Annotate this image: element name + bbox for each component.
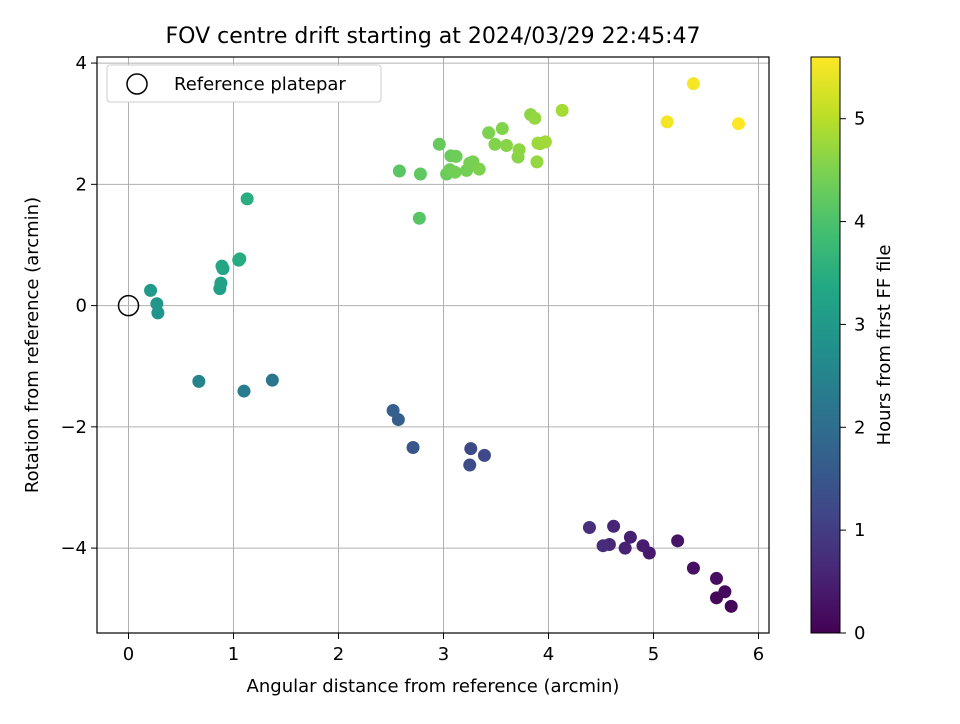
data-point <box>660 115 674 129</box>
data-point <box>449 149 463 163</box>
data-point <box>686 77 700 91</box>
x-tick-label: 4 <box>543 644 554 665</box>
data-point <box>214 276 228 290</box>
colorbar-gradient <box>810 56 841 634</box>
colorbar-label: Hours from first FF file <box>874 245 895 446</box>
x-tick-label: 2 <box>333 644 344 665</box>
plot-frame <box>96 56 770 634</box>
data-point <box>528 111 542 125</box>
grid-lines <box>97 57 769 633</box>
y-tick-label: −2 <box>60 417 87 438</box>
legend-reference-marker <box>126 73 148 95</box>
data-point <box>412 211 426 225</box>
data-point <box>464 442 478 456</box>
data-point <box>732 117 746 131</box>
data-point <box>406 440 420 454</box>
legend-label: Reference platepar <box>174 74 346 95</box>
data-point <box>432 137 446 151</box>
data-point <box>724 599 738 613</box>
data-point <box>530 155 544 169</box>
y-axis-label: Rotation from reference (arcmin) <box>22 197 43 493</box>
data-point <box>555 103 569 117</box>
data-point <box>607 519 621 533</box>
data-point <box>718 585 732 599</box>
colorbar: 0 1 2 3 4 5 Hours from first FF file <box>810 56 895 644</box>
data-point <box>582 521 596 535</box>
data-point <box>686 561 700 575</box>
colorbar-tick-label: 5 <box>854 109 865 130</box>
colorbar-tick-label: 3 <box>854 314 865 335</box>
chart-title: FOV centre drift starting at 2024/03/29 … <box>166 24 701 49</box>
data-points <box>144 77 746 613</box>
y-tick-label: 2 <box>76 174 87 195</box>
colorbar-tick-label: 0 <box>854 623 865 644</box>
data-point <box>710 571 723 585</box>
data-point <box>144 283 158 297</box>
colorbar-tick-label: 1 <box>854 520 865 541</box>
colorbar-tick-label: 2 <box>854 417 865 438</box>
data-point <box>671 534 685 548</box>
reference-marker-group <box>117 294 140 317</box>
data-point <box>477 448 491 462</box>
data-point <box>233 252 247 266</box>
legend-box <box>106 64 382 103</box>
x-axis-ticks: 0 1 2 3 4 5 6 <box>123 633 764 665</box>
data-point <box>192 374 206 388</box>
y-tick-label: 4 <box>76 53 87 74</box>
data-point <box>538 135 552 149</box>
data-point <box>448 165 462 179</box>
data-point <box>150 297 164 311</box>
y-axis-ticks: −4 −2 0 2 4 <box>60 53 97 559</box>
colorbar-ticks: 0 1 2 3 4 5 <box>840 109 865 644</box>
data-point <box>472 162 486 176</box>
data-point <box>636 539 650 553</box>
data-point <box>265 373 279 387</box>
data-point <box>463 458 477 472</box>
y-tick-label: 0 <box>76 296 87 317</box>
data-point <box>623 530 637 544</box>
colorbar-tick-label: 4 <box>854 212 865 233</box>
x-tick-label: 1 <box>228 644 239 665</box>
data-point <box>392 164 406 178</box>
data-point <box>596 539 610 553</box>
data-point <box>215 259 229 273</box>
x-tick-label: 0 <box>123 644 134 665</box>
data-point <box>237 384 251 398</box>
data-point <box>413 167 427 181</box>
reference-platepar-marker <box>117 294 140 317</box>
data-point <box>386 403 400 417</box>
data-point <box>618 541 632 555</box>
data-point <box>500 139 513 153</box>
y-tick-label: −4 <box>60 538 87 559</box>
x-tick-label: 5 <box>648 644 659 665</box>
data-point <box>482 126 496 140</box>
data-point <box>488 137 502 151</box>
x-tick-label: 6 <box>753 644 764 665</box>
x-tick-label: 3 <box>438 644 449 665</box>
legend: Reference platepar <box>106 64 382 103</box>
data-point <box>240 192 254 206</box>
data-point <box>512 143 526 157</box>
data-point <box>495 122 509 136</box>
x-axis-label: Angular distance from reference (arcmin) <box>247 676 620 697</box>
